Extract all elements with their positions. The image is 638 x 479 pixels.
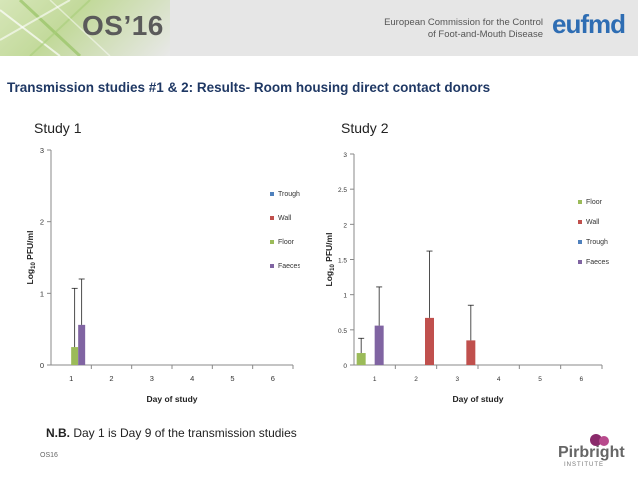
eufmd-logo-text: eufmd [552,9,626,39]
bar-wall [425,317,434,365]
bar-faeces [78,324,86,365]
slide-title: Transmission studies #1 & 2: Results- Ro… [7,80,491,95]
x-tick-label: 6 [580,376,584,383]
y-axis-label: Log10 PFU/ml [25,231,37,285]
header-bar: OS’16 European Commission for the Contro… [0,0,638,56]
x-tick-label: 4 [190,374,194,383]
organization-line-2: of Foot-and-Mouth Disease [427,29,543,40]
legend-swatch-wall [578,220,582,224]
pirbright-emblem-icon [590,434,609,446]
chart-study-2: 0 0.5 1 1.5 2 2.5 3 1 2 3 4 5 6 Day of study Log10 PFU… [324,152,609,404]
x-axis-label: Day of study [146,394,197,404]
x-tick-label: 3 [456,376,460,383]
x-tick-label: 5 [538,376,542,383]
x-tick-label: 6 [271,374,275,383]
legend-label-wall: Wall [586,219,600,226]
y-tick-label: 0.5 [338,328,347,335]
y-tick-label: 2 [343,222,347,229]
y-tick-label: 0 [40,361,44,370]
y-tick-label: 3 [343,152,347,159]
pirbright-logo: Pirbright INSTITUTE [558,432,628,472]
legend-swatch-floor [270,240,274,244]
chart-study-1: 0 1 2 3 1 2 3 4 5 6 Day of study Log10 PFU/ml Trough… [25,146,300,404]
legend-swatch-faeces [270,264,274,268]
footer-label: OS16 [40,452,58,459]
event-logo-text: OS’16 [82,10,164,41]
y-tick-label: 0 [343,363,347,370]
y-tick-label: 2 [40,218,44,227]
footnote-text: Day 1 is Day 9 of the transmission studi… [70,426,297,440]
chart-title-study-1: Study 1 [34,120,82,136]
legend-label-faeces: Faeces [586,259,609,266]
legend-label-floor: Floor [586,199,603,206]
y-tick-label: 1 [343,293,347,300]
legend-label-trough: Trough [278,191,300,198]
y-tick-label: 3 [40,146,44,155]
legend-label-wall: Wall [278,215,292,222]
bar-floor [356,353,366,365]
x-tick-label: 1 [69,374,73,383]
legend-swatch-trough [578,240,582,244]
y-tick-label: 1.5 [338,258,347,265]
legend-swatch-floor [578,200,582,204]
organization-name: European Commission for the Control of F… [384,17,543,41]
y-axis-label: Log10 PFU/ml [324,233,336,287]
bar-floor [71,347,79,365]
y-tick-label: 1 [40,289,44,298]
organization-line-1: European Commission for the Control [384,17,543,28]
x-tick-label: 5 [230,374,234,383]
x-tick-label: 2 [414,376,418,383]
x-tick-label: 3 [150,374,154,383]
legend-label-faeces: Faeces [278,263,300,270]
banner-lines [0,0,111,56]
legend-swatch-wall [270,216,274,220]
x-axis-label: Day of study [452,394,503,404]
x-tick-label: 2 [109,374,113,383]
footnote-label: N.B. [46,426,70,440]
eufmd-logo: eufmd [552,9,626,40]
banner-graphic [0,0,170,56]
legend-swatch-trough [270,192,274,196]
legend-swatch-faeces [578,260,582,264]
x-tick-label: 1 [373,376,377,383]
chart-title-study-2: Study 2 [341,120,389,136]
legend-label-floor: Floor [278,239,295,246]
bar-wall [466,340,476,365]
pirbright-subtitle: INSTITUTE [564,462,604,468]
legend-label-trough: Trough [586,239,608,246]
footnote: N.B. Day 1 is Day 9 of the transmission … [46,426,297,440]
x-tick-label: 4 [497,376,501,383]
pirbright-name: Pirbright [558,444,625,461]
bar-faeces [374,325,384,365]
y-tick-label: 2.5 [338,187,347,194]
